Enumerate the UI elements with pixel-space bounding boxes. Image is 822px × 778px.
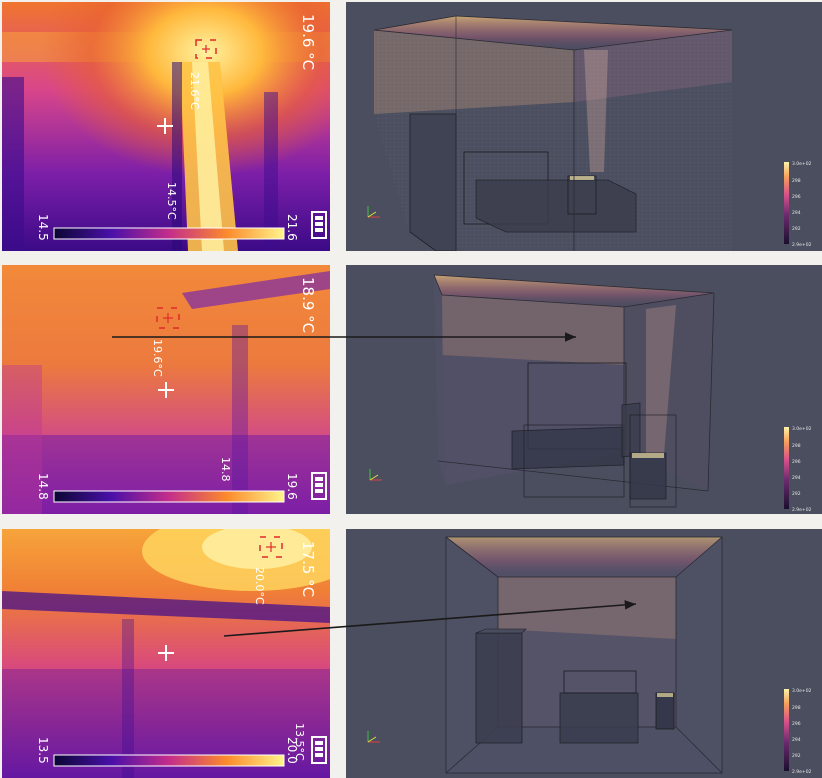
colorbar-label: 292 [792,753,801,759]
colorbar-label: 294 [792,210,801,216]
colorbar-label: 292 [792,226,801,232]
spot-temperature: 18.9 °C [299,277,317,333]
axes-triad-icon [367,731,380,743]
colorbar-label: 2.9e+02 [792,507,812,513]
scale-min-label: 14.5 [36,214,50,241]
spot-box-icon [156,307,180,329]
colorbar-label: 298 [792,178,801,184]
battery-icon [311,472,327,500]
color-scale-bar [53,227,285,240]
hotspot-temperature: 19.6°C [151,339,164,377]
scale-max-label: 21.6 [285,214,299,241]
scale-min-label: 13.5 [36,737,50,764]
coldspot-temperature: 14.8 [219,457,232,482]
comparison-row-2: 18.9 °C 19.6°C 14.8 14.8 19.6 [0,265,822,514]
battery-icon [311,211,327,239]
comparison-row-3: 17.5 °C 20.0°C 13.5°C 13.5 20.0 [0,529,822,778]
colorbar-label: 296 [792,721,801,727]
colorbar-label: 294 [792,475,801,481]
colorbar-label: 296 [792,194,801,200]
colorbar-label: 296 [792,459,801,465]
hotspot-temperature: 20.0°C [253,567,266,605]
scale-max-label: 20.0 [285,737,299,764]
spot-temperature: 19.6 °C [299,14,317,70]
axes-triad-icon [367,206,380,218]
colorbar-label: 298 [792,443,801,449]
color-scale-bar [53,490,285,503]
coldspot-temperature: 13.5°C [293,723,306,761]
colorbar-label: 298 [792,705,801,711]
colorbar-label: 3.0e+02 [792,688,812,694]
coldspot-temperature: 14.5°C [165,182,178,220]
colorbar-label: 3.0e+02 [792,161,812,167]
colorbar-label: 3.0e+02 [792,426,812,432]
simulation-colorbar [784,427,789,509]
battery-icon [311,736,327,764]
colorbar-label: 294 [792,737,801,743]
colorbar-label: 292 [792,491,801,497]
simulation-view-3: 3.0e+02 298 296 294 292 2.9e+02 [346,529,822,778]
simulation-colorbar [784,162,789,244]
thermal-image-2: 18.9 °C 19.6°C 14.8 14.8 19.6 [2,265,330,514]
simulation-view-1: 3.0e+02 298 296 294 292 2.9e+02 [346,2,822,251]
spot-temperature: 17.5 °C [299,541,317,597]
scale-min-label: 14.8 [36,473,50,500]
spot-box-icon [195,39,217,59]
color-scale-bar [53,754,285,767]
comparison-row-1: 19.6 °C 21.6°C 14.5°C 14.5 21.6 [0,2,822,251]
simulation-view-2: 3.0e+02 298 296 294 292 2.9e+02 [346,265,822,514]
thermal-image-3: 17.5 °C 20.0°C 13.5°C 13.5 20.0 [2,529,330,778]
spot-box-icon [259,536,283,558]
colorbar-label: 2.9e+02 [792,242,812,248]
thermal-image-1: 19.6 °C 21.6°C 14.5°C 14.5 21.6 [2,2,330,251]
scale-max-label: 19.6 [285,473,299,500]
axes-triad-icon [369,469,382,481]
crosshair-icon [158,645,174,661]
crosshair-icon [158,382,174,398]
hotspot-temperature: 21.6°C [188,72,201,110]
simulation-colorbar [784,689,789,771]
colorbar-label: 2.9e+02 [792,769,812,775]
crosshair-icon [157,118,173,134]
